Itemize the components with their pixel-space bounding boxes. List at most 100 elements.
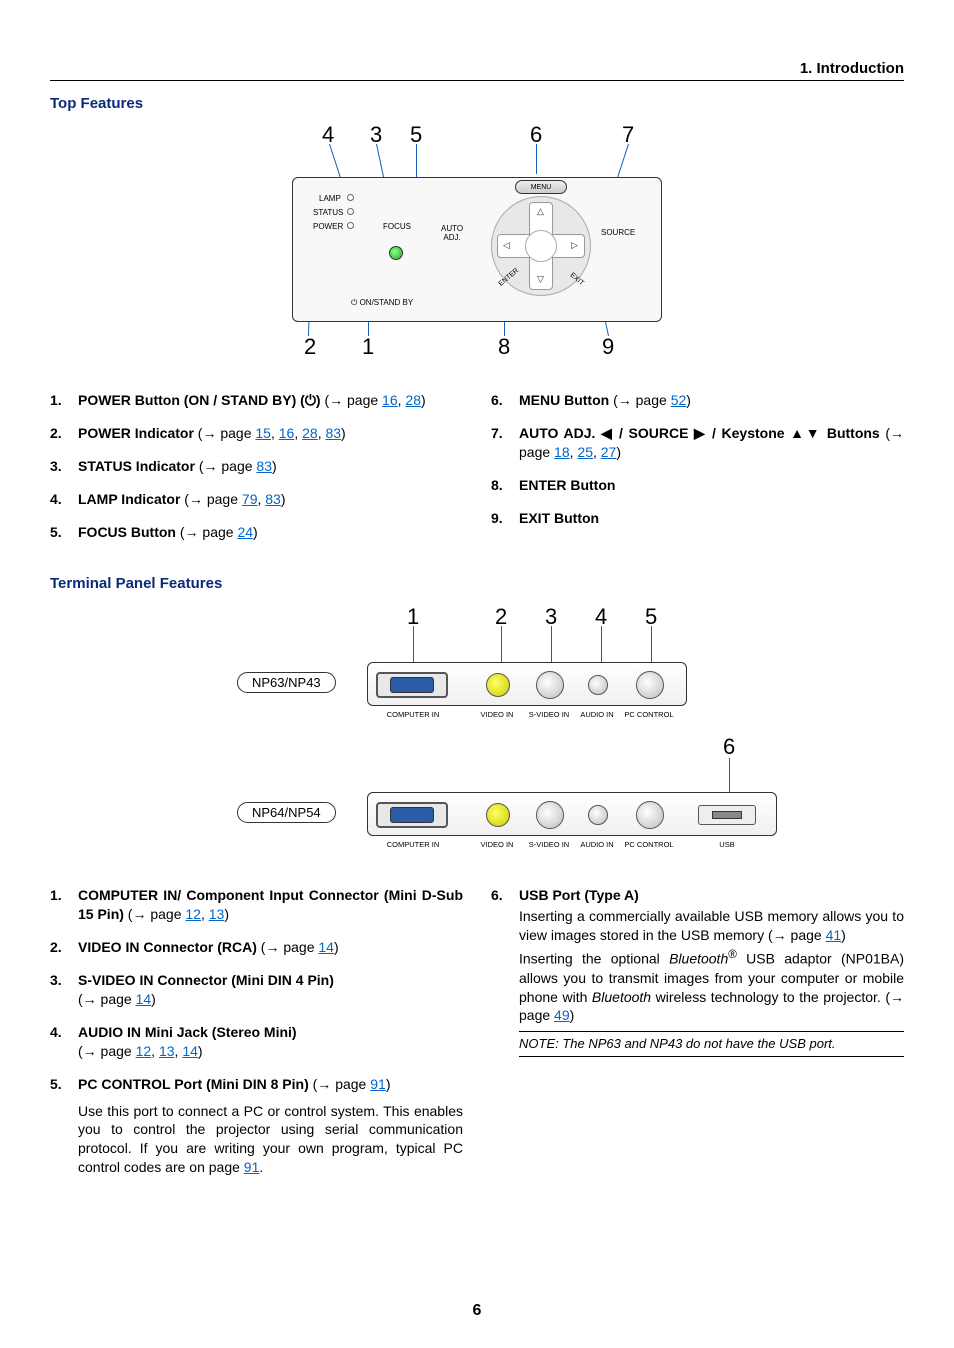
list-item: USB Port (Type A) Inserting a commercial… [491,886,904,1056]
top-features-lists: POWER Button (ON / STAND BY) (⏻) (→ page… [50,391,904,555]
list-item: PC CONTROL Port (Mini DIN 8 Pin) (→ page… [50,1075,463,1177]
page-link[interactable]: 79 [242,491,258,507]
page-link[interactable]: 49 [554,1007,570,1023]
vga-port [376,802,448,828]
item-title: S-VIDEO IN Connector (Mini DIN 4 Pin) [78,972,334,988]
item-title: FOCUS Button [78,524,176,540]
page-link[interactable]: 91 [244,1159,260,1175]
page-link[interactable]: 14 [318,939,334,955]
page-link[interactable]: 12 [185,906,201,922]
video-port [486,803,510,827]
list-item: ENTER Button [491,476,904,495]
item-title: LAMP Indicator [78,491,180,507]
label-autoadj: AUTO ADJ. [441,224,463,242]
page-link[interactable]: 14 [182,1043,198,1059]
item-title: ENTER Button [519,477,615,493]
usb-port [698,805,756,825]
item-title: STATUS Indicator [78,458,195,474]
page-link[interactable]: 27 [601,444,617,460]
page-link[interactable]: 83 [325,425,341,441]
audio-port [588,675,608,695]
page-link[interactable]: 18 [554,444,570,460]
item-title: EXIT Button [519,510,599,526]
list-item: S-VIDEO IN Connector (Mini DIN 4 Pin)(→ … [50,971,463,1009]
text: ) [841,927,846,943]
page-link[interactable]: 83 [256,458,272,474]
text: ) [570,1007,575,1023]
page-link[interactable]: 15 [255,425,271,441]
callout-2: 2 [304,334,316,360]
vga-port [376,672,448,698]
led-power [347,222,354,229]
terminal-title: Terminal Panel Features [50,575,904,592]
terminal-left-list: COMPUTER IN/ Component Input Connector (… [50,886,463,1177]
list-item: MENU Button (→ page 52) [491,391,904,410]
callout-9: 9 [602,334,614,360]
page-link[interactable]: 25 [577,444,593,460]
label-status: STATUS [313,208,343,217]
top-features-diagram: 4 3 5 6 7 2 1 8 9 LAMP STATUS POWER FOCU… [50,122,904,365]
item-body: Inserting a commercially available USB m… [519,907,904,945]
video-port [486,673,510,697]
pccontrol-port [636,801,664,829]
page-link[interactable]: 16 [279,425,295,441]
item-title: PC CONTROL Port (Mini DIN 8 Pin) [78,1076,309,1092]
list-item: EXIT Button [491,509,904,528]
text-italic: Bluetooth [669,951,728,967]
page-link[interactable]: 16 [382,392,398,408]
terminal-panel-a [367,662,687,706]
page-link[interactable]: 41 [826,927,842,943]
focus-button [389,246,403,260]
top-features-right-list: MENU Button (→ page 52) AUTO ADJ. ◀ / SOU… [491,391,904,527]
port-label: PC CONTROL [624,710,673,719]
port-label: USB [719,840,734,849]
list-item: AUTO ADJ. ◀ / SOURCE ▶ / Keystone ▲▼ But… [491,424,904,462]
label-source: SOURCE [601,228,635,237]
list-item: POWER Button (ON / STAND BY) (⏻) (→ page… [50,391,463,410]
terminal-diagram: 1 2 3 4 5 6 NP63/NP43 COMPUTER IN VIDEO … [50,604,904,864]
led-status [347,208,354,215]
top-features-left-list: POWER Button (ON / STAND BY) (⏻) (→ page… [50,391,463,541]
port-label: S-VIDEO IN [529,840,569,849]
terminal-lists: COMPUTER IN/ Component Input Connector (… [50,886,904,1191]
text: Inserting a commercially available USB m… [519,908,904,943]
t-callout-6: 6 [723,734,735,760]
port-label: VIDEO IN [481,840,514,849]
item-title: POWER Indicator [78,425,194,441]
callout-8: 8 [498,334,510,360]
section-header: 1. Introduction [50,60,904,81]
page-link[interactable]: 12 [136,1043,152,1059]
pccontrol-port [636,671,664,699]
item-title: COMPUTER IN/ Component Input Connector (… [78,887,463,922]
menu-button: MENU [515,180,567,194]
page-number: 6 [0,1302,954,1320]
led-lamp [347,194,354,201]
audio-port [588,805,608,825]
page-link[interactable]: 91 [370,1076,386,1092]
page-link[interactable]: 83 [265,491,281,507]
page-link[interactable]: 13 [209,906,225,922]
page-link[interactable]: 14 [136,991,152,1007]
svideo-port [536,671,564,699]
list-item: FOCUS Button (→ page 24) [50,523,463,542]
label-power: POWER [313,222,343,231]
page-link[interactable]: 28 [302,425,318,441]
port-label: COMPUTER IN [387,840,440,849]
item-body: Use this port to connect a PC or control… [78,1102,463,1178]
terminal-right-list: USB Port (Type A) Inserting a commercial… [491,886,904,1056]
list-item: LAMP Indicator (→ page 79, 83) [50,490,463,509]
label-onstandby: ⏻ ON/STAND BY [351,298,413,308]
page-link[interactable]: 52 [671,392,687,408]
text: Inserting the optional [519,951,669,967]
page-link[interactable]: 24 [237,524,253,540]
page-link[interactable]: 13 [159,1043,175,1059]
terminal-panel-b [367,792,777,836]
item-title: AUDIO IN Mini Jack (Stereo Mini) [78,1024,297,1040]
item-title: POWER Button (ON / STAND BY) (⏻) [78,392,321,408]
item-title: VIDEO IN Connector (RCA) [78,939,257,955]
port-label: VIDEO IN [481,710,514,719]
list-item: POWER Indicator (→ page 15, 16, 28, 83) [50,424,463,443]
page-link[interactable]: 28 [405,392,421,408]
text-italic: Bluetooth [592,989,651,1005]
label-lamp: LAMP [319,194,341,203]
